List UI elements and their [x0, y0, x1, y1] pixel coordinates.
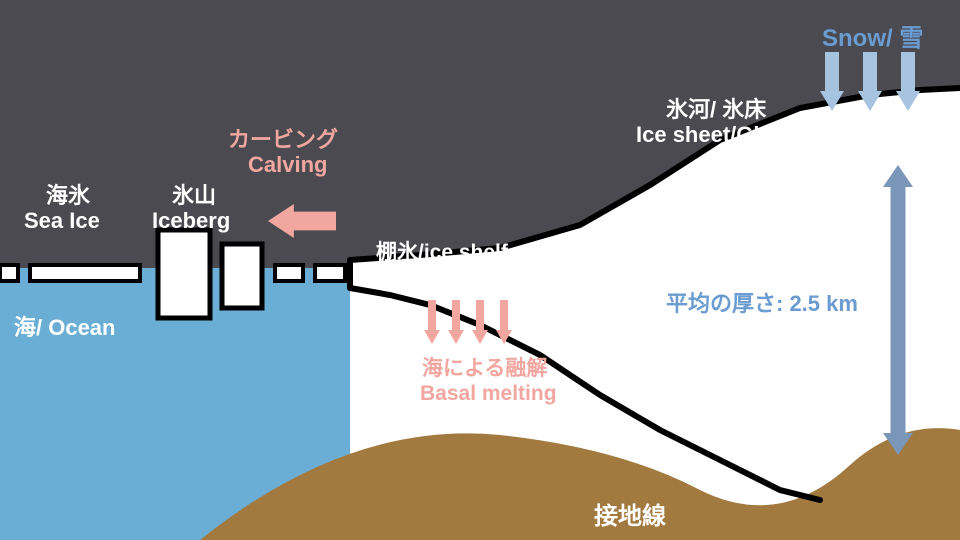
label-basal_en: Basal melting	[420, 382, 557, 406]
label-ocean: 海/ Ocean	[14, 310, 115, 342]
label-iceberg_en: Iceberg	[152, 208, 230, 234]
label-iceberg_jp: 氷山	[172, 178, 216, 210]
label-calving_jp: カービング	[228, 122, 338, 154]
label-seaice_en: Sea Ice	[24, 208, 100, 234]
label-snow: Snow/ 雪	[822, 18, 923, 53]
label-glacier_jp: 氷河/ 氷床	[666, 92, 766, 124]
label-seaice_jp: 海氷	[46, 178, 90, 210]
label-shelf: 棚氷/ice shelf	[376, 236, 508, 266]
diagram-canvas	[0, 0, 960, 540]
label-calving_en: Calving	[248, 152, 327, 178]
label-basal_jp: 海による融解	[422, 352, 547, 382]
label-grounding: 接地線	[594, 496, 666, 531]
label-glacier_en: Ice sheet/Glacier	[636, 122, 811, 148]
label-thickness: 平均の厚さ: 2.5 km	[666, 286, 858, 318]
